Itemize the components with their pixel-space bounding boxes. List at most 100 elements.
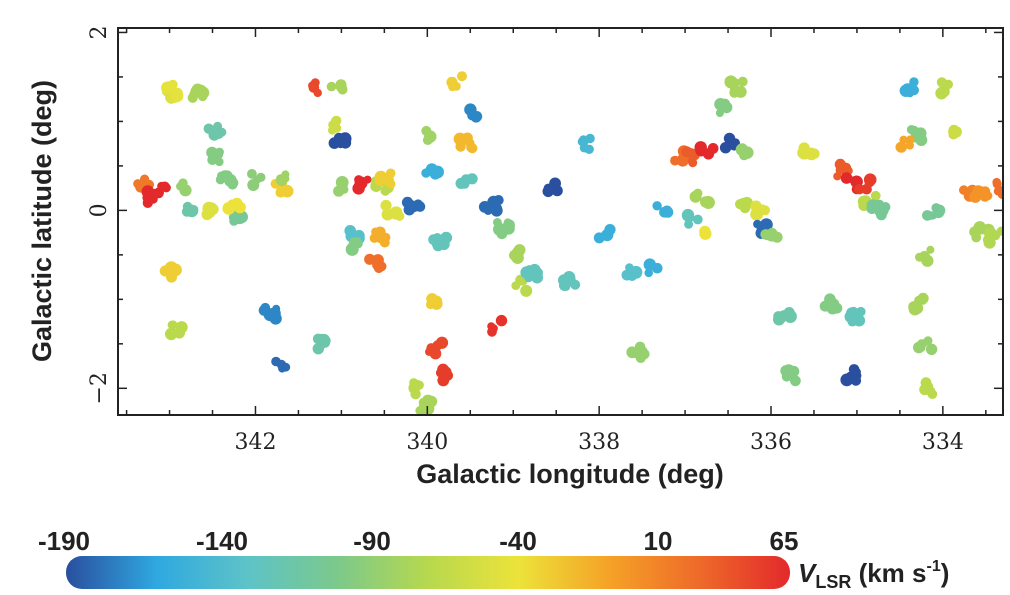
y-axis-title: Galactic latitude (deg) xyxy=(27,80,57,362)
data-point xyxy=(410,389,421,400)
colorbar-tick-labels: -190 -140 -90 -40 10 65 xyxy=(38,526,798,556)
data-point xyxy=(171,87,183,99)
data-point xyxy=(983,236,996,249)
data-point xyxy=(739,150,750,161)
data-point xyxy=(996,226,1003,236)
colorbar-label: VLSR (km s-1) xyxy=(798,558,949,592)
data-point xyxy=(215,157,224,167)
data-point xyxy=(142,197,153,208)
data-point xyxy=(863,173,877,186)
data-point xyxy=(228,212,239,223)
data-point xyxy=(312,333,324,345)
data-point xyxy=(466,173,478,185)
data-point xyxy=(331,115,342,126)
data-point xyxy=(531,271,543,284)
data-point xyxy=(258,304,270,316)
data-point xyxy=(175,321,188,334)
data-point xyxy=(471,111,483,122)
data-point xyxy=(520,266,533,279)
data-point xyxy=(992,177,1001,187)
data-point xyxy=(380,199,392,212)
data-point xyxy=(326,81,337,92)
data-point xyxy=(275,187,286,198)
data-point xyxy=(338,132,352,146)
data-point xyxy=(760,205,770,216)
y-tick-label: 0 xyxy=(87,203,112,217)
data-point xyxy=(750,200,762,212)
data-point xyxy=(493,218,502,227)
data-point xyxy=(678,155,688,165)
data-point xyxy=(278,364,287,373)
data-point xyxy=(735,199,746,210)
data-point xyxy=(880,202,891,212)
data-point xyxy=(689,190,702,203)
data-point xyxy=(440,366,452,378)
data-point xyxy=(340,185,349,194)
data-point xyxy=(780,365,792,377)
y-tick-label: 2 xyxy=(87,25,112,39)
data-point xyxy=(697,142,707,152)
data-point xyxy=(773,313,785,326)
data-point xyxy=(661,205,673,217)
x-tick-label: 342 xyxy=(234,430,276,455)
data-point xyxy=(856,306,866,317)
data-point xyxy=(866,203,878,215)
data-point xyxy=(247,169,257,179)
data-point xyxy=(381,208,394,221)
data-point xyxy=(542,185,554,198)
data-point xyxy=(931,203,941,213)
data-point xyxy=(150,188,160,198)
data-point xyxy=(335,79,347,91)
data-point xyxy=(253,175,262,184)
data-point xyxy=(905,88,915,98)
data-point xyxy=(905,141,914,150)
axis-ticks: 342 340 338 336 334 2 0 −2 xyxy=(87,25,1003,455)
x-tick-label: 334 xyxy=(922,430,964,455)
data-point xyxy=(308,81,317,90)
x-tick-label: 336 xyxy=(750,430,792,455)
plot-frame xyxy=(117,27,1004,416)
data-point xyxy=(922,210,933,221)
data-point xyxy=(520,284,533,297)
data-point xyxy=(189,205,199,214)
data-point xyxy=(419,404,433,415)
data-point xyxy=(983,191,993,201)
data-point xyxy=(670,155,680,166)
data-point xyxy=(753,219,762,229)
data-point xyxy=(737,76,748,87)
data-point xyxy=(972,185,985,198)
data-point xyxy=(923,336,933,346)
data-point xyxy=(926,245,935,254)
data-point xyxy=(635,345,648,358)
data-point xyxy=(626,346,639,359)
data-point xyxy=(203,123,214,134)
data-point xyxy=(915,134,928,146)
data-point xyxy=(271,356,281,367)
data-point xyxy=(584,144,594,154)
data-point xyxy=(948,124,960,136)
data-point xyxy=(686,148,696,158)
colorbar-tick-label: -90 xyxy=(353,526,391,556)
data-point xyxy=(385,168,396,179)
data-point xyxy=(798,142,810,154)
data-point xyxy=(783,310,797,323)
data-point xyxy=(313,88,322,98)
colorbar-tick-label: -40 xyxy=(499,526,537,556)
data-point xyxy=(719,142,732,154)
data-point xyxy=(168,79,178,90)
data-point xyxy=(925,343,938,355)
data-point xyxy=(913,341,925,354)
data-point xyxy=(431,165,444,179)
data-point xyxy=(178,178,188,188)
data-point xyxy=(925,386,936,396)
data-point xyxy=(549,177,561,190)
data-point xyxy=(213,121,223,131)
data-point xyxy=(166,271,177,283)
data-point xyxy=(161,183,171,193)
data-point xyxy=(844,374,854,383)
data-point xyxy=(918,252,928,263)
data-point xyxy=(511,281,521,290)
data-point xyxy=(724,75,738,89)
data-point xyxy=(909,77,919,87)
